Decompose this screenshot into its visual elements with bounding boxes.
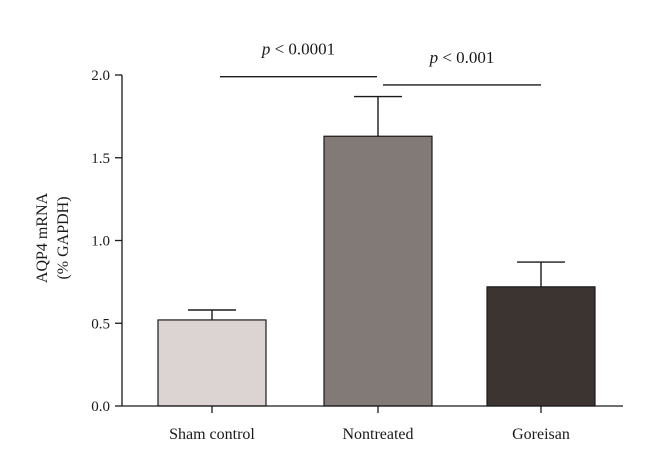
y-tick-label: 0.5 bbox=[91, 316, 110, 332]
y-axis-label-line-1: AQP4 mRNA bbox=[34, 192, 51, 283]
significance-label-1: p < 0.001 bbox=[429, 48, 495, 67]
x-category-label: Nontreated bbox=[342, 426, 413, 443]
bar-0 bbox=[157, 319, 267, 407]
significance-label-0: p < 0.0001 bbox=[261, 40, 335, 59]
x-category-label: Sham control bbox=[169, 426, 255, 443]
y-tick-label: 0.0 bbox=[91, 399, 110, 415]
plot-area: 0.0 0.5 1.0 1.5 2.0 Sham control Nontreated Gor… bbox=[91, 40, 623, 443]
x-category-label: Goreisan bbox=[512, 426, 570, 443]
significance-p-value: < 0.0001 bbox=[270, 40, 335, 59]
y-tick-label: 1.0 bbox=[91, 234, 110, 250]
y-tick-label: 2.0 bbox=[91, 68, 110, 84]
bar-2 bbox=[486, 286, 596, 407]
y-tick-label: 1.5 bbox=[91, 151, 110, 167]
bar-1 bbox=[323, 135, 433, 407]
significance-p-symbol: p bbox=[429, 48, 439, 67]
significance-p-symbol: p bbox=[261, 40, 271, 59]
y-axis-label-line-2: (% GAPDH) bbox=[55, 196, 72, 279]
significance-p-value: < 0.001 bbox=[438, 48, 494, 67]
y-axis-label: AQP4 mRNA (% GAPDH) bbox=[34, 192, 72, 283]
